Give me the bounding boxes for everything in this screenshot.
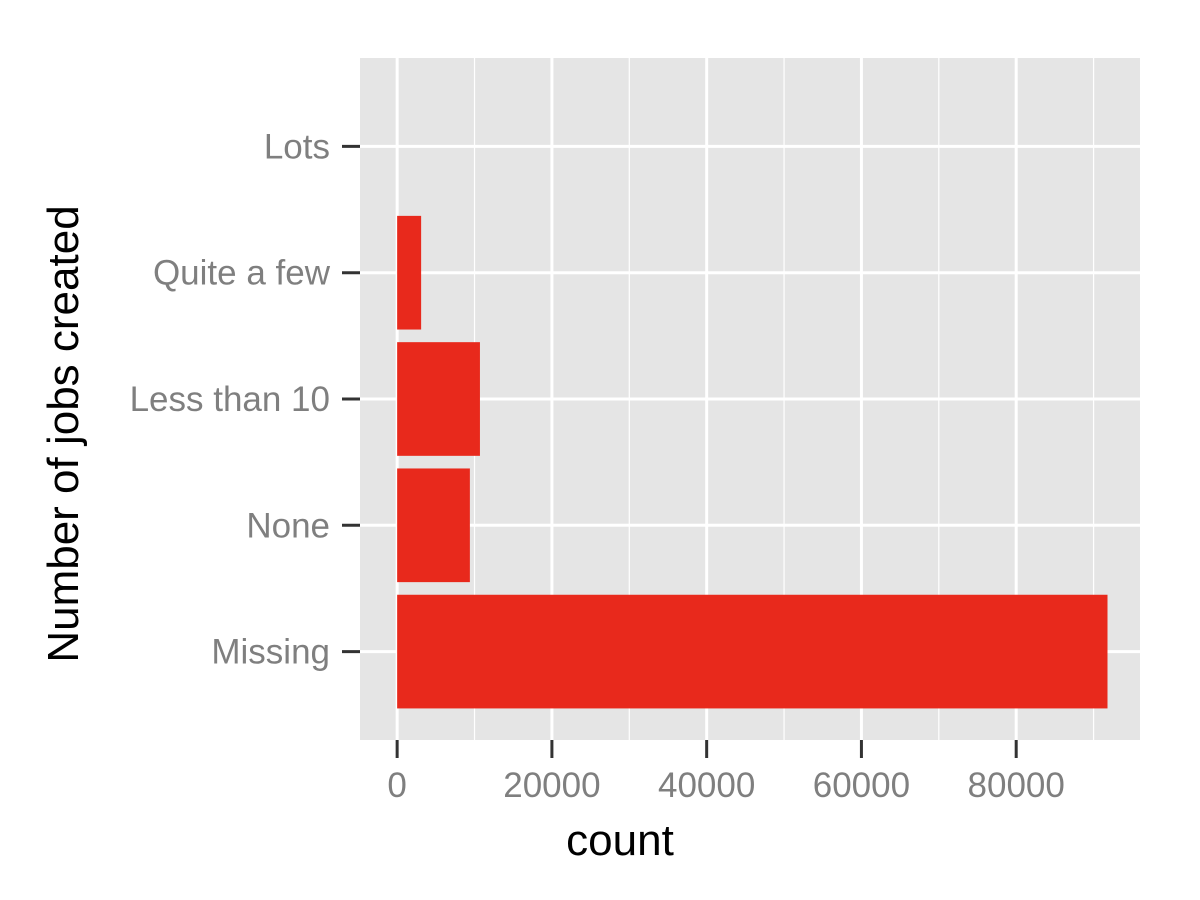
y-tick-label: Lots (264, 127, 330, 166)
y-axis-title: Number of jobs created (39, 205, 88, 662)
bars (397, 215, 1108, 709)
x-tick-label: 60000 (813, 766, 910, 805)
y-tick-label: Missing (211, 633, 330, 672)
bar (397, 468, 470, 583)
x-axis-title: count (566, 816, 674, 865)
y-tick-label: Quite a few (153, 254, 331, 293)
y-tick-label: None (246, 506, 330, 545)
bar (397, 215, 422, 330)
x-axis: 0 20000 40000 60000 80000 (387, 740, 1065, 805)
y-tick-label: Less than 10 (130, 380, 330, 419)
x-tick-label: 40000 (658, 766, 755, 805)
x-tick-label: 80000 (968, 766, 1065, 805)
bar (397, 594, 1108, 709)
x-tick-label: 20000 (503, 766, 600, 805)
bar (397, 342, 480, 456)
y-axis: Missing None Less than 10 Quite a few Lots (130, 127, 360, 672)
x-tick-label: 0 (387, 766, 406, 805)
